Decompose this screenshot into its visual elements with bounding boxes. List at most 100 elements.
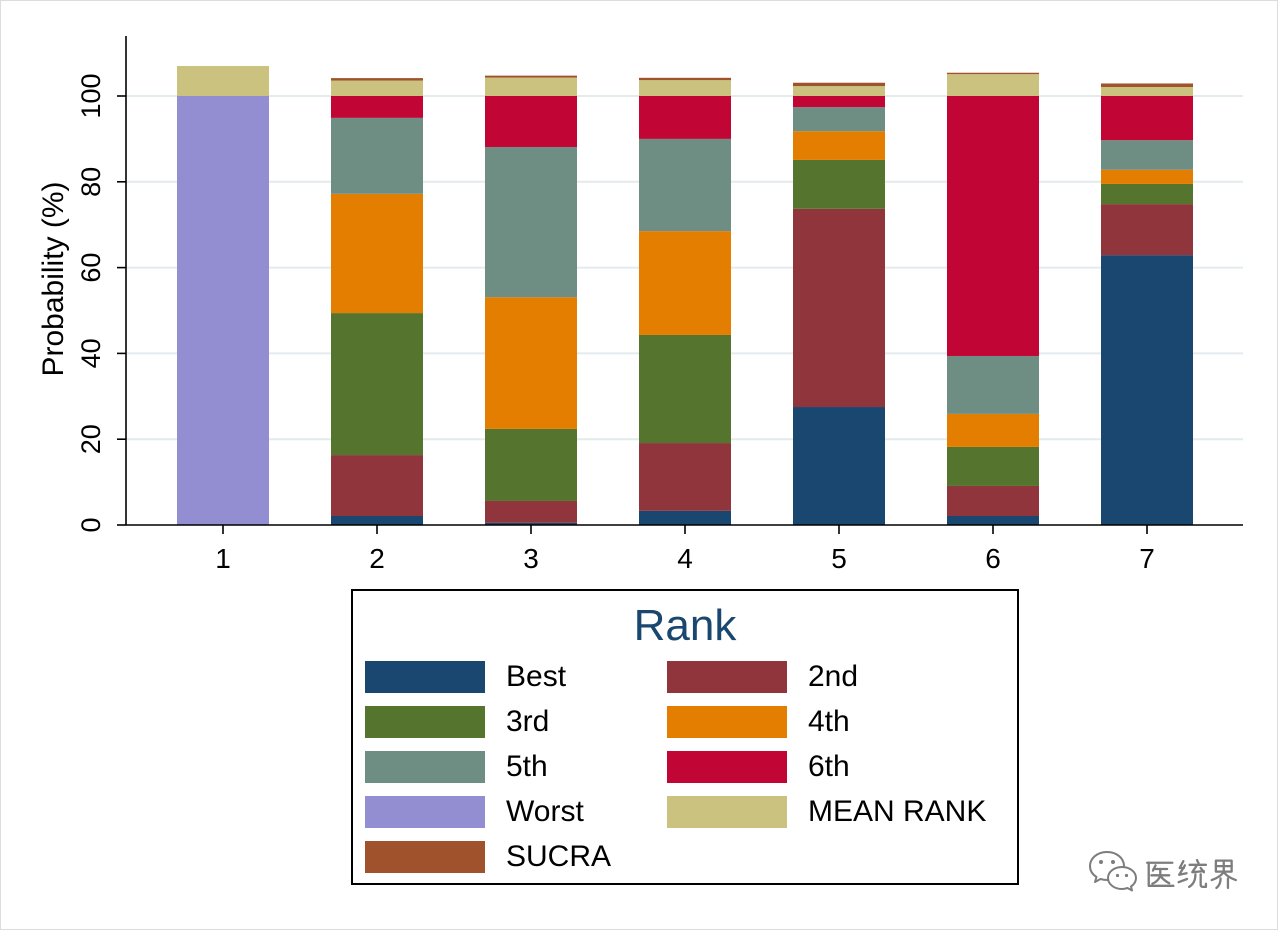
legend-label-sucra: SUCRA: [506, 840, 612, 873]
bar-3-sucra: [485, 75, 577, 78]
legend-label-3rd: 3rd: [506, 705, 550, 738]
legend-swatch-5th: [365, 751, 485, 783]
bar-5-mean-rank: [793, 86, 885, 96]
legend-item-6th: 6th: [667, 751, 969, 796]
x-tick-label: 3: [523, 543, 539, 574]
y-tick-label: 100: [76, 73, 106, 118]
bar-6-6th: [947, 96, 1039, 356]
bar-5-3rd: [793, 159, 885, 209]
y-tick-label: 0: [76, 517, 106, 532]
bar-4-best: [639, 510, 731, 525]
bar-7-6th: [1101, 96, 1193, 141]
bar-6-5th: [947, 355, 1039, 414]
bar-2-2nd: [331, 455, 423, 516]
bar-3-5th: [485, 147, 577, 298]
x-tick-label: 6: [985, 543, 1001, 574]
legend-item-4th: 4th: [667, 706, 969, 751]
bar-4-6th: [639, 96, 731, 139]
bar-5-best: [793, 407, 885, 525]
legend-swatch-2nd: [667, 661, 787, 693]
bar-6-3rd: [947, 446, 1039, 486]
y-tick-label: 40: [76, 338, 106, 368]
bar-4-5th: [639, 138, 731, 232]
bar-stack-7: [1101, 83, 1193, 525]
x-axis: 1 2 3 4 5 6 7: [126, 524, 1243, 574]
x-tick-label: 1: [215, 543, 231, 574]
legend-label-5th: 5th: [506, 750, 548, 783]
bars: [177, 65, 1193, 525]
bar-5-sucra: [793, 82, 885, 87]
legend-swatch-worst: [365, 796, 485, 828]
bar-4-2nd: [639, 443, 731, 511]
bar-3-best: [485, 522, 577, 525]
bar-7-best: [1101, 255, 1193, 525]
bar-2-5th: [331, 117, 423, 194]
bar-7-5th: [1101, 140, 1193, 170]
legend-label-best: Best: [506, 660, 567, 693]
bar-stack-1: [177, 65, 269, 525]
legend-swatch-best: [365, 661, 485, 693]
bar-2-mean-rank: [331, 80, 423, 96]
legend-item-worst: Worst: [365, 796, 667, 841]
legend-title: Rank: [633, 601, 737, 650]
legend-item-mean-rank: MEAN RANK: [667, 796, 986, 841]
legend-item-2nd: 2nd: [667, 661, 969, 706]
bar-1-mean-rank: [177, 65, 269, 96]
bar-6-mean-rank: [947, 74, 1039, 96]
bar-6-best: [947, 515, 1039, 525]
bar-stack-4: [639, 77, 731, 525]
bar-5-4th: [793, 131, 885, 160]
bar-4-4th: [639, 231, 731, 335]
bar-stack-6: [947, 72, 1039, 525]
legend-label-6th: 6th: [808, 750, 850, 783]
x-tick-label: 2: [369, 543, 385, 574]
bar-7-mean-rank: [1101, 86, 1193, 96]
bar-7-4th: [1101, 169, 1193, 184]
legend-item-best: Best: [365, 661, 667, 706]
legend-swatch-6th: [667, 751, 787, 783]
bar-4-mean-rank: [639, 80, 731, 96]
bar-stack-2: [331, 78, 423, 525]
y-tick-label: 80: [76, 167, 106, 197]
bar-3-6th: [485, 96, 577, 148]
bar-5-6th: [793, 96, 885, 108]
bar-3-4th: [485, 297, 577, 429]
watermark: [1089, 851, 1237, 892]
bar-6-4th: [947, 413, 1039, 447]
bar-2-4th: [331, 193, 423, 314]
bar-6-2nd: [947, 485, 1039, 516]
legend-item-3rd: 3rd: [365, 706, 667, 751]
bar-7-sucra: [1101, 83, 1193, 87]
bar-stack-3: [485, 75, 577, 525]
legend-item-5th: 5th: [365, 751, 667, 796]
bar-5-2nd: [793, 208, 885, 408]
y-axis-title: Probability (%): [37, 181, 70, 376]
bar-2-6th: [331, 96, 423, 118]
x-tick-label: 7: [1139, 543, 1155, 574]
x-tick-label: 5: [831, 543, 847, 574]
bar-7-3rd: [1101, 183, 1193, 205]
y-axis: 0 20 40 60 80 100 Probability (%): [37, 35, 127, 533]
wechat-icon: [1089, 851, 1137, 892]
legend-swatch-mean-rank: [667, 796, 787, 828]
bar-1-worst: [177, 96, 269, 525]
x-tick-label: 4: [677, 543, 693, 574]
y-tick-label: 20: [76, 424, 106, 454]
bar-3-2nd: [485, 500, 577, 523]
y-tick-label: 60: [76, 253, 106, 283]
legend-swatch-4th: [667, 706, 787, 738]
legend-label-worst: Worst: [506, 795, 584, 828]
legend-swatch-3rd: [365, 706, 485, 738]
legend: Rank Best 2nd 3rd 4th 5th 6th Worst MEAN RANK SU…: [351, 589, 1019, 885]
bar-4-3rd: [639, 334, 731, 444]
bar-5-5th: [793, 107, 885, 132]
bar-3-mean-rank: [485, 77, 577, 96]
legend-item-sucra: SUCRA: [365, 841, 667, 886]
legend-label-2nd: 2nd: [808, 660, 859, 693]
bar-4-sucra: [639, 77, 731, 81]
watermark-lettering: [1145, 858, 1237, 890]
legend-label-4th: 4th: [808, 705, 850, 738]
bar-7-2nd: [1101, 204, 1193, 256]
bar-2-3rd: [331, 313, 423, 456]
